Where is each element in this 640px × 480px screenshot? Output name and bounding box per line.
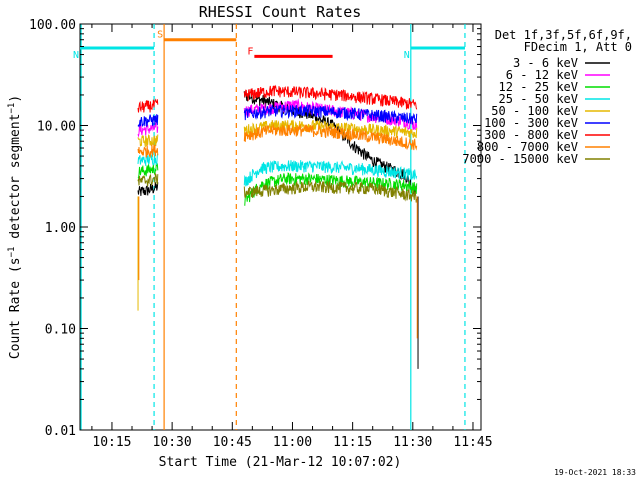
series-800-7000-kev <box>137 124 418 159</box>
series-line <box>137 163 159 180</box>
x-axis: 10:15 10:30 10:45 11:00 11:15 11:30 11:45 <box>91 24 493 450</box>
flag-label: S <box>157 30 163 41</box>
y-tick-label: 0.01 <box>45 424 76 439</box>
series-line <box>243 104 418 125</box>
x-tick-label: 10:45 <box>213 435 252 450</box>
flag-label: N <box>73 50 79 61</box>
legend-label: 50 - 100 keV <box>491 104 578 118</box>
legend-label: 25 - 50 keV <box>499 92 578 106</box>
y-tick-label: 10.00 <box>37 120 76 135</box>
y-axis-label-main: Count Rate (s <box>8 257 23 359</box>
reference-lines <box>80 24 466 430</box>
series-12-25-kev <box>137 163 418 206</box>
y-axis-label-sup2: −1 <box>7 103 17 114</box>
y-tick-label: 100.00 <box>29 18 76 33</box>
y-axis: 100.00 10.00 1.00 0.10 0.01 <box>29 18 481 439</box>
legend-header-2: FDecim 1, Att 0 <box>524 40 632 54</box>
legend: Det 1f,3f,5f,6f,9f, FDecim 1, Att 0 3 - … <box>462 28 632 166</box>
series-line <box>137 172 159 187</box>
legend-header-1: Det 1f,3f,5f,6f,9f, <box>495 28 632 42</box>
y-tick-label: 0.10 <box>45 323 76 338</box>
y-axis-label-mid: detector segment <box>8 114 23 247</box>
series-25-50-kev <box>137 153 418 187</box>
series-line <box>137 144 159 159</box>
series-line <box>137 114 159 128</box>
flag-label: N <box>404 50 410 61</box>
series-line <box>243 124 418 151</box>
series-line <box>243 84 418 110</box>
x-tick-label: 11:30 <box>393 435 432 450</box>
series-line <box>137 182 159 196</box>
footer-timestamp: 19-Oct-2021 18:33 <box>554 468 636 477</box>
x-tick-label: 10:30 <box>153 435 192 450</box>
series-300-800-kev <box>137 84 418 113</box>
legend-label: 7000 - 15000 keV <box>462 152 578 166</box>
y-axis-label-sup1: −1 <box>7 247 17 258</box>
x-tick-label: 11:15 <box>333 435 372 450</box>
x-axis-label: Start Time (21-Mar-12 10:07:02) <box>159 455 402 470</box>
series-7000-15000-kev <box>137 172 418 203</box>
legend-label: 800 - 7000 keV <box>477 140 578 154</box>
x-tick-label: 10:15 <box>92 435 131 450</box>
x-tick-label: 11:45 <box>453 435 492 450</box>
series-line <box>137 121 159 138</box>
y-axis-label: Count Rate (s−1 detector segment−1) <box>7 95 23 359</box>
legend-label: 12 - 25 keV <box>499 80 578 94</box>
series-group <box>137 84 419 369</box>
series-line <box>137 98 159 113</box>
flag-bars: S N N F <box>73 30 465 61</box>
chart-title: RHESSI Count Rates <box>199 3 362 21</box>
series-100-300-kev <box>137 104 418 128</box>
flag-label: F <box>247 46 253 57</box>
series-line <box>243 160 418 187</box>
legend-label: 6 - 12 keV <box>506 68 578 82</box>
x-tick-label: 11:00 <box>273 435 312 450</box>
y-tick-label: 1.00 <box>45 221 76 236</box>
legend-label: 300 - 800 keV <box>484 128 578 142</box>
series-line <box>243 180 418 203</box>
legend-label: 3 - 6 keV <box>513 56 578 70</box>
series-line <box>244 172 418 206</box>
legend-label: 100 - 300 keV <box>484 116 578 130</box>
series-line <box>137 134 159 148</box>
y-axis-label-end: ) <box>8 95 23 103</box>
series-line <box>137 153 159 166</box>
